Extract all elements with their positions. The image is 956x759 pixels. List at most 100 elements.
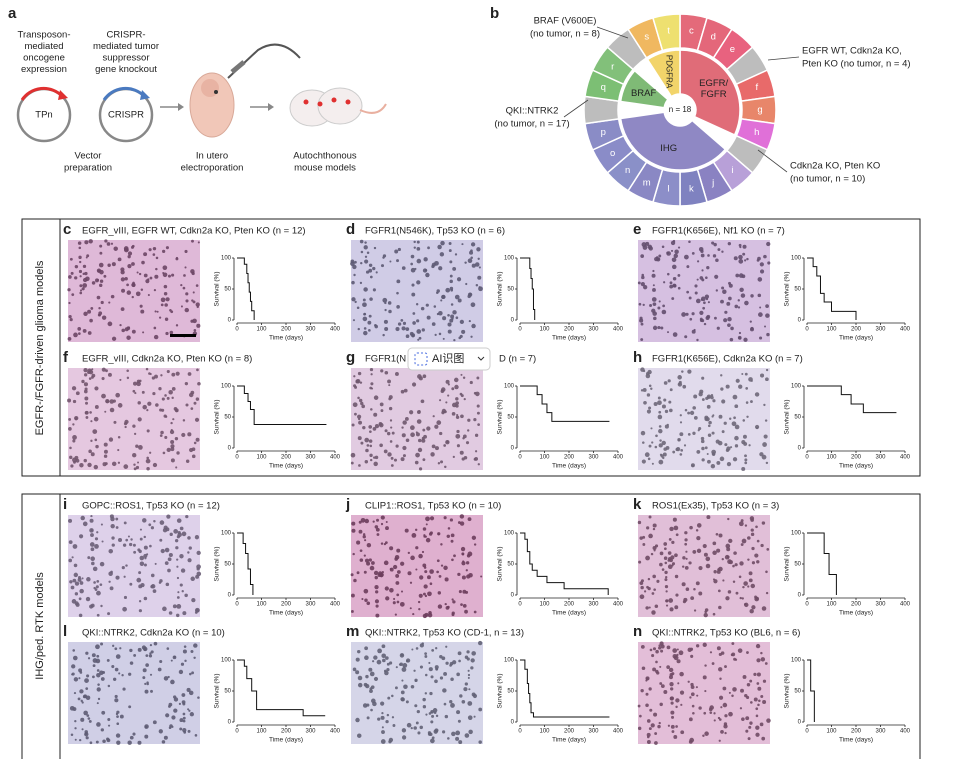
nucleus bbox=[423, 592, 426, 596]
segment-label: e bbox=[730, 44, 735, 55]
nucleus bbox=[78, 269, 83, 274]
nucleus bbox=[115, 526, 119, 529]
nucleus bbox=[719, 677, 722, 681]
panel-title: EGFR_vIII, EGFR WT, Cdkn2a KO, Pten KO (… bbox=[82, 226, 306, 237]
nucleus bbox=[383, 560, 389, 566]
x-tick-label: 400 bbox=[613, 729, 624, 735]
nucleus bbox=[193, 441, 197, 445]
nucleus bbox=[723, 421, 727, 425]
nucleus bbox=[153, 289, 157, 292]
nucleus bbox=[767, 261, 771, 265]
nucleus bbox=[97, 683, 100, 686]
nucleus bbox=[374, 455, 379, 460]
nucleus bbox=[440, 299, 443, 302]
x-tick-label: 400 bbox=[613, 602, 624, 608]
nucleus bbox=[670, 555, 675, 560]
nucleus bbox=[744, 602, 749, 608]
nucleus bbox=[175, 546, 179, 550]
nucleus bbox=[84, 410, 89, 415]
nucleus bbox=[380, 522, 384, 526]
x-tick-label: 300 bbox=[305, 729, 316, 735]
nucleus bbox=[754, 553, 759, 558]
nucleus bbox=[119, 647, 122, 650]
nucleus bbox=[385, 719, 389, 724]
x-tick-label: 400 bbox=[900, 729, 911, 735]
nucleus bbox=[92, 566, 98, 572]
nucleus bbox=[168, 552, 173, 558]
nucleus bbox=[735, 273, 740, 278]
nucleus bbox=[696, 278, 699, 281]
nucleus bbox=[750, 532, 755, 537]
nucleus bbox=[110, 570, 113, 574]
nucleus bbox=[444, 714, 449, 719]
callout: (no tumor, n = 10) bbox=[790, 174, 865, 185]
nucleus bbox=[78, 332, 81, 335]
nucleus bbox=[163, 676, 169, 681]
nucleus bbox=[756, 560, 760, 564]
nucleus bbox=[176, 558, 179, 561]
survival-curve bbox=[520, 659, 610, 718]
nucleus bbox=[672, 277, 677, 281]
nucleus bbox=[727, 323, 731, 327]
nucleus bbox=[361, 597, 364, 601]
nucleus bbox=[739, 596, 742, 600]
nucleus bbox=[355, 670, 360, 675]
histology-image bbox=[638, 367, 770, 471]
nucleus bbox=[436, 420, 442, 425]
nucleus bbox=[421, 438, 426, 443]
nucleus bbox=[430, 709, 434, 714]
nucleus bbox=[99, 279, 104, 283]
nucleus bbox=[100, 300, 104, 305]
nucleus bbox=[738, 384, 743, 389]
nucleus bbox=[182, 419, 186, 422]
nucleus bbox=[364, 646, 368, 651]
panel-title: EGFR_vIII, Cdkn2a KO, Pten KO (n = 8) bbox=[82, 354, 252, 365]
nucleus bbox=[448, 249, 452, 253]
nucleus bbox=[759, 722, 764, 727]
nucleus bbox=[100, 523, 103, 526]
nucleus bbox=[409, 581, 413, 584]
histology-bg bbox=[351, 642, 483, 744]
x-tick-label: 200 bbox=[281, 729, 292, 735]
nucleus bbox=[78, 255, 82, 259]
x-tick-label: 0 bbox=[518, 455, 522, 461]
nucleus bbox=[440, 240, 445, 246]
nucleus bbox=[364, 255, 368, 258]
nucleus bbox=[130, 538, 133, 541]
nucleus bbox=[110, 294, 115, 299]
nucleus bbox=[748, 571, 753, 576]
nucleus bbox=[73, 691, 77, 695]
nucleus bbox=[671, 540, 675, 545]
nucleus bbox=[455, 316, 459, 320]
nucleus bbox=[126, 283, 129, 287]
nucleus bbox=[422, 428, 426, 432]
nucleus bbox=[82, 694, 87, 699]
nucleus bbox=[462, 604, 467, 608]
nucleus bbox=[654, 604, 659, 609]
nucleus bbox=[162, 265, 168, 271]
nucleus bbox=[180, 284, 183, 287]
nucleus bbox=[467, 258, 473, 264]
nucleus bbox=[162, 527, 168, 533]
nucleus bbox=[139, 304, 143, 308]
nucleus bbox=[395, 326, 400, 332]
nucleus bbox=[656, 257, 661, 262]
nucleus bbox=[84, 396, 89, 401]
nucleus bbox=[724, 714, 728, 718]
nucleus bbox=[82, 328, 87, 333]
nucleus bbox=[399, 653, 405, 658]
callout: EGFR WT, Cdkn2a KO, bbox=[802, 46, 902, 57]
nucleus bbox=[135, 291, 141, 297]
nucleus bbox=[765, 591, 769, 595]
nucleus bbox=[400, 590, 404, 593]
nucleus bbox=[113, 420, 117, 424]
nucleus bbox=[695, 686, 698, 689]
panel-label: g bbox=[346, 349, 355, 366]
nucleus bbox=[166, 369, 170, 374]
ai-popup[interactable]: AI识图 bbox=[407, 347, 491, 371]
nucleus bbox=[79, 588, 84, 594]
nucleus bbox=[172, 604, 177, 609]
nucleus bbox=[137, 461, 140, 464]
nucleus bbox=[391, 431, 395, 435]
nucleus bbox=[96, 295, 101, 300]
